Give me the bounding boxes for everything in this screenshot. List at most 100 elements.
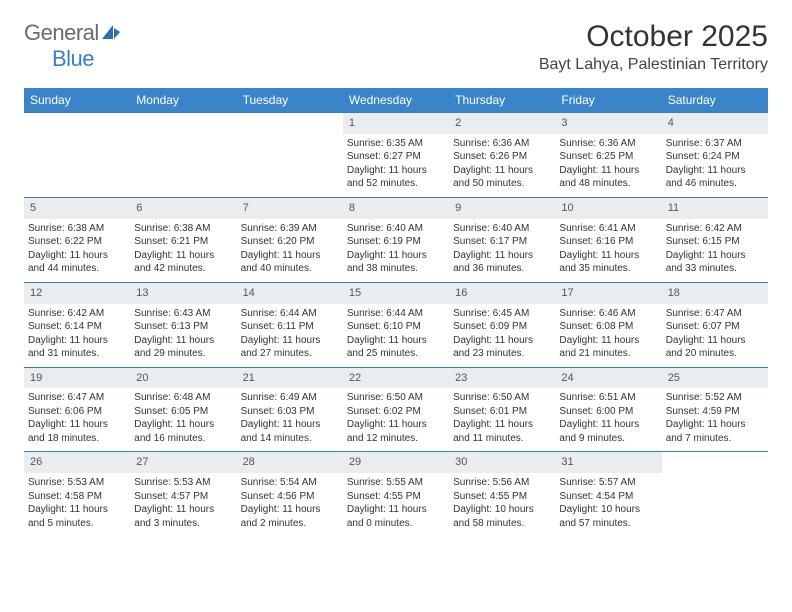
day-cell: 8Sunrise: 6:40 AMSunset: 6:19 PMDaylight… xyxy=(343,198,449,282)
sunset-text: Sunset: 6:05 PM xyxy=(134,405,232,419)
day-number: 2 xyxy=(449,113,555,134)
day-body: Sunrise: 5:55 AMSunset: 4:55 PMDaylight:… xyxy=(343,473,449,536)
weekday-header: Friday xyxy=(555,88,661,112)
day-body: Sunrise: 6:40 AMSunset: 6:19 PMDaylight:… xyxy=(343,219,449,282)
day-number: 20 xyxy=(130,368,236,389)
day-cell: 23Sunrise: 6:50 AMSunset: 6:01 PMDayligh… xyxy=(449,368,555,452)
day-body: Sunrise: 5:57 AMSunset: 4:54 PMDaylight:… xyxy=(555,473,661,536)
weekday-header: Thursday xyxy=(449,88,555,112)
sunset-text: Sunset: 6:21 PM xyxy=(134,235,232,249)
day-number: 13 xyxy=(130,283,236,304)
weekday-header-row: SundayMondayTuesdayWednesdayThursdayFrid… xyxy=(24,88,768,112)
sunset-text: Sunset: 6:02 PM xyxy=(347,405,445,419)
logo: General Blue xyxy=(24,20,121,72)
day-cell xyxy=(24,113,130,197)
day-body: Sunrise: 6:50 AMSunset: 6:01 PMDaylight:… xyxy=(449,388,555,451)
sunrise-text: Sunrise: 6:47 AM xyxy=(28,391,126,405)
day-number: 4 xyxy=(662,113,768,134)
weekday-header: Saturday xyxy=(662,88,768,112)
daylight-text: Daylight: 11 hours and 23 minutes. xyxy=(453,334,551,361)
day-cell: 28Sunrise: 5:54 AMSunset: 4:56 PMDayligh… xyxy=(237,452,343,536)
daylight-text: Daylight: 10 hours and 57 minutes. xyxy=(559,503,657,530)
sunrise-text: Sunrise: 5:53 AM xyxy=(28,476,126,490)
sunrise-text: Sunrise: 6:37 AM xyxy=(666,137,764,151)
daylight-text: Daylight: 11 hours and 16 minutes. xyxy=(134,418,232,445)
day-body: Sunrise: 6:35 AMSunset: 6:27 PMDaylight:… xyxy=(343,134,449,197)
day-number: 5 xyxy=(24,198,130,219)
sunrise-text: Sunrise: 6:36 AM xyxy=(559,137,657,151)
weekday-header: Sunday xyxy=(24,88,130,112)
day-body: Sunrise: 6:40 AMSunset: 6:17 PMDaylight:… xyxy=(449,219,555,282)
day-cell: 17Sunrise: 6:46 AMSunset: 6:08 PMDayligh… xyxy=(555,283,661,367)
day-number: 7 xyxy=(237,198,343,219)
day-body: Sunrise: 6:44 AMSunset: 6:10 PMDaylight:… xyxy=(343,304,449,367)
day-number: 17 xyxy=(555,283,661,304)
day-number xyxy=(130,113,236,119)
sunrise-text: Sunrise: 5:54 AM xyxy=(241,476,339,490)
sunset-text: Sunset: 6:16 PM xyxy=(559,235,657,249)
location-subtitle: Bayt Lahya, Palestinian Territory xyxy=(539,56,768,74)
daylight-text: Daylight: 11 hours and 14 minutes. xyxy=(241,418,339,445)
day-body: Sunrise: 6:47 AMSunset: 6:07 PMDaylight:… xyxy=(662,304,768,367)
daylight-text: Daylight: 11 hours and 25 minutes. xyxy=(347,334,445,361)
sunrise-text: Sunrise: 6:47 AM xyxy=(666,307,764,321)
week-row: 1Sunrise: 6:35 AMSunset: 6:27 PMDaylight… xyxy=(24,112,768,197)
daylight-text: Daylight: 11 hours and 12 minutes. xyxy=(347,418,445,445)
sunrise-text: Sunrise: 6:40 AM xyxy=(453,222,551,236)
sunset-text: Sunset: 6:08 PM xyxy=(559,320,657,334)
day-cell: 7Sunrise: 6:39 AMSunset: 6:20 PMDaylight… xyxy=(237,198,343,282)
day-cell xyxy=(662,452,768,536)
day-number: 28 xyxy=(237,452,343,473)
daylight-text: Daylight: 11 hours and 44 minutes. xyxy=(28,249,126,276)
daylight-text: Daylight: 11 hours and 36 minutes. xyxy=(453,249,551,276)
sunset-text: Sunset: 6:03 PM xyxy=(241,405,339,419)
day-cell: 31Sunrise: 5:57 AMSunset: 4:54 PMDayligh… xyxy=(555,452,661,536)
sunset-text: Sunset: 6:27 PM xyxy=(347,150,445,164)
day-body: Sunrise: 5:52 AMSunset: 4:59 PMDaylight:… xyxy=(662,388,768,451)
sunset-text: Sunset: 6:14 PM xyxy=(28,320,126,334)
day-number: 12 xyxy=(24,283,130,304)
day-number: 8 xyxy=(343,198,449,219)
week-row: 19Sunrise: 6:47 AMSunset: 6:06 PMDayligh… xyxy=(24,367,768,452)
sunset-text: Sunset: 6:22 PM xyxy=(28,235,126,249)
day-number: 31 xyxy=(555,452,661,473)
sunrise-text: Sunrise: 6:41 AM xyxy=(559,222,657,236)
sunset-text: Sunset: 4:54 PM xyxy=(559,490,657,504)
header: General Blue October 2025 Bayt Lahya, Pa… xyxy=(24,20,768,74)
daylight-text: Daylight: 11 hours and 0 minutes. xyxy=(347,503,445,530)
day-body: Sunrise: 6:46 AMSunset: 6:08 PMDaylight:… xyxy=(555,304,661,367)
sunrise-text: Sunrise: 6:50 AM xyxy=(453,391,551,405)
day-cell: 26Sunrise: 5:53 AMSunset: 4:58 PMDayligh… xyxy=(24,452,130,536)
day-cell: 30Sunrise: 5:56 AMSunset: 4:55 PMDayligh… xyxy=(449,452,555,536)
sunset-text: Sunset: 6:20 PM xyxy=(241,235,339,249)
daylight-text: Daylight: 11 hours and 7 minutes. xyxy=(666,418,764,445)
day-body: Sunrise: 6:36 AMSunset: 6:25 PMDaylight:… xyxy=(555,134,661,197)
day-cell: 18Sunrise: 6:47 AMSunset: 6:07 PMDayligh… xyxy=(662,283,768,367)
day-number: 19 xyxy=(24,368,130,389)
daylight-text: Daylight: 11 hours and 18 minutes. xyxy=(28,418,126,445)
day-cell: 22Sunrise: 6:50 AMSunset: 6:02 PMDayligh… xyxy=(343,368,449,452)
sunset-text: Sunset: 6:07 PM xyxy=(666,320,764,334)
sunset-text: Sunset: 6:15 PM xyxy=(666,235,764,249)
day-number xyxy=(24,113,130,119)
sunrise-text: Sunrise: 6:36 AM xyxy=(453,137,551,151)
day-cell: 2Sunrise: 6:36 AMSunset: 6:26 PMDaylight… xyxy=(449,113,555,197)
title-block: October 2025 Bayt Lahya, Palestinian Ter… xyxy=(539,20,768,74)
daylight-text: Daylight: 11 hours and 42 minutes. xyxy=(134,249,232,276)
sunrise-text: Sunrise: 5:55 AM xyxy=(347,476,445,490)
daylight-text: Daylight: 11 hours and 31 minutes. xyxy=(28,334,126,361)
weekday-header: Monday xyxy=(130,88,236,112)
day-cell: 10Sunrise: 6:41 AMSunset: 6:16 PMDayligh… xyxy=(555,198,661,282)
day-body: Sunrise: 6:45 AMSunset: 6:09 PMDaylight:… xyxy=(449,304,555,367)
daylight-text: Daylight: 11 hours and 20 minutes. xyxy=(666,334,764,361)
day-body: Sunrise: 6:50 AMSunset: 6:02 PMDaylight:… xyxy=(343,388,449,451)
logo-sail-icon xyxy=(101,20,121,46)
daylight-text: Daylight: 11 hours and 27 minutes. xyxy=(241,334,339,361)
daylight-text: Daylight: 11 hours and 48 minutes. xyxy=(559,164,657,191)
daylight-text: Daylight: 11 hours and 2 minutes. xyxy=(241,503,339,530)
day-body: Sunrise: 6:51 AMSunset: 6:00 PMDaylight:… xyxy=(555,388,661,451)
sunrise-text: Sunrise: 6:46 AM xyxy=(559,307,657,321)
day-cell: 27Sunrise: 5:53 AMSunset: 4:57 PMDayligh… xyxy=(130,452,236,536)
daylight-text: Daylight: 11 hours and 29 minutes. xyxy=(134,334,232,361)
day-number: 29 xyxy=(343,452,449,473)
